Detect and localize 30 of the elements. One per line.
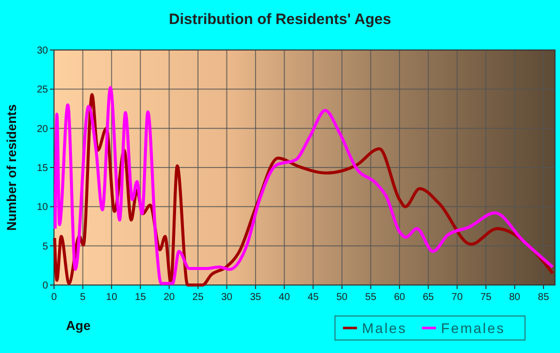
x-tick-label: 80 [509, 292, 521, 303]
y-tick-label: 5 [42, 241, 48, 252]
x-tick-label: 0 [51, 292, 58, 303]
x-tick-label: 20 [164, 292, 176, 303]
legend-label: Males [362, 320, 407, 336]
y-tick-label: 25 [36, 84, 48, 96]
x-tick-label: 65 [422, 292, 434, 303]
x-tick-label: 60 [394, 292, 406, 303]
x-tick-label: 40 [278, 292, 290, 303]
x-axis-title: Age [66, 318, 91, 333]
x-tick-label: 55 [365, 292, 377, 303]
chart-title: Distribution of Residents' Ages [168, 11, 392, 28]
x-tick-label: 85 [538, 292, 550, 303]
legend-label: Females [441, 320, 506, 336]
y-tick-label: 20 [36, 124, 48, 135]
y-tick-label: 10 [36, 202, 48, 214]
x-tick-label: 75 [480, 292, 492, 303]
x-tick-label: 10 [106, 292, 118, 303]
x-tick-label: 45 [308, 292, 320, 303]
x-tick-label: 50 [336, 292, 348, 303]
x-tick-label: 30 [221, 292, 233, 303]
x-tick-label: 70 [452, 292, 464, 303]
x-tick-label: 15 [134, 292, 146, 303]
y-tick-label: 0 [42, 280, 48, 292]
y-tick-label: 30 [36, 46, 48, 56]
y-axis-title: Number of residents [4, 104, 19, 231]
x-tick-label: 25 [192, 292, 204, 303]
x-tick-label: 5 [80, 292, 86, 303]
y-tick-label: 15 [36, 163, 48, 174]
x-tick-label: 35 [250, 292, 262, 303]
